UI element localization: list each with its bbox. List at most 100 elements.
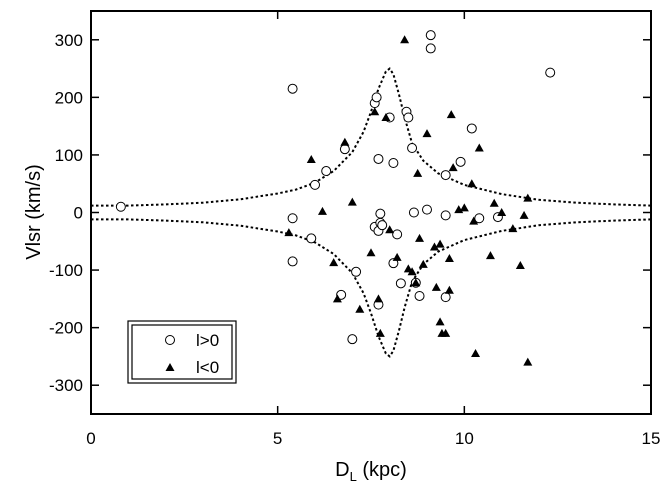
point-l-negative [347, 197, 357, 206]
point-l-negative [413, 168, 423, 177]
point-l-positive [414, 290, 425, 301]
point-l-negative [370, 107, 380, 116]
point-l-negative [435, 239, 445, 248]
data-points [115, 30, 556, 366]
point-l-positive [545, 67, 556, 78]
point-l-negative [373, 294, 383, 303]
legend-marker-circle [165, 335, 175, 345]
lower-envelope-curve [91, 218, 652, 358]
point-l-positive [425, 43, 436, 54]
point-l-negative [469, 216, 479, 225]
point-l-negative [489, 198, 499, 207]
point-l-negative [400, 35, 410, 44]
point-l-positive [455, 156, 466, 167]
point-l-positive [347, 334, 358, 345]
point-l-positive [287, 256, 298, 267]
point-l-negative [474, 143, 484, 152]
point-l-negative [381, 113, 391, 122]
point-l-negative [508, 224, 518, 233]
legend-frame-outer [127, 320, 237, 384]
point-l-positive [408, 207, 419, 218]
point-l-positive [339, 144, 350, 155]
x-axis-label-main: D [335, 459, 349, 481]
x-tick-label: 15 [642, 429, 661, 448]
point-l-negative [444, 285, 454, 294]
point-l-negative [418, 259, 428, 268]
point-l-negative [407, 267, 417, 276]
envelope-curves [91, 67, 652, 358]
point-l-positive [287, 213, 298, 224]
point-l-negative [444, 254, 454, 263]
plot-frame [90, 10, 652, 415]
point-l-positive [440, 170, 451, 181]
x-axis-label: DL (kpc) [335, 459, 407, 484]
y-tick-label: 300 [55, 31, 83, 50]
y-tick-label: -100 [49, 261, 83, 280]
point-l-negative [355, 304, 365, 313]
axis-ticks: 0 5 10 15 -300 -200 -100 0 100 200 300 [49, 11, 660, 448]
point-l-negative [448, 163, 458, 172]
point-l-positive [388, 258, 399, 269]
upper-envelope-curve [91, 67, 652, 207]
point-l-negative [329, 258, 339, 267]
point-l-negative [392, 252, 402, 261]
legend: l>0 l<0 [127, 320, 237, 384]
point-l-negative [446, 110, 456, 119]
point-l-negative [515, 260, 525, 269]
x-axis-label-unit: (kpc) [357, 459, 407, 481]
point-l-negative [435, 317, 445, 326]
legend-marker-triangle [165, 363, 175, 371]
point-l-positive [392, 229, 403, 240]
point-l-negative [485, 251, 495, 260]
point-l-positive [373, 153, 384, 164]
y-tick-label: 100 [55, 146, 83, 165]
point-l-negative [385, 225, 395, 234]
legend-label-l-negative: l<0 [196, 358, 219, 377]
y-tick-label: -300 [49, 376, 83, 395]
point-l-positive [321, 166, 332, 177]
point-l-positive [287, 83, 298, 94]
y-axis-label: Vlsr (km/s) [23, 164, 45, 260]
point-l-positive [422, 204, 432, 215]
point-l-positive [440, 292, 451, 303]
point-l-negative [411, 278, 421, 287]
point-l-negative [332, 294, 342, 303]
point-l-negative [375, 328, 385, 337]
point-l-negative [471, 349, 481, 358]
point-l-negative [519, 210, 529, 219]
point-l-positive [375, 208, 386, 219]
point-l-negative [284, 228, 294, 237]
x-tick-label: 0 [86, 429, 95, 448]
y-tick-label: -200 [49, 319, 83, 338]
point-l-positive [306, 233, 317, 244]
point-l-negative [523, 357, 533, 366]
point-l-negative [415, 233, 425, 242]
point-l-positive [388, 157, 399, 168]
point-l-positive [377, 220, 388, 231]
point-l-positive [407, 143, 418, 154]
point-l-negative [366, 248, 376, 257]
point-l-positive [351, 266, 362, 277]
point-l-positive [440, 210, 451, 221]
point-l-negative [431, 282, 441, 291]
x-tick-label: 10 [455, 429, 474, 448]
y-tick-label: 0 [74, 204, 83, 223]
point-l-negative [497, 208, 507, 216]
point-l-negative [306, 155, 316, 164]
x-tick-label: 5 [273, 429, 282, 448]
point-l-negative [429, 242, 439, 251]
point-l-positive [395, 278, 406, 289]
point-l-positive [474, 213, 485, 224]
point-l-negative [459, 203, 469, 212]
point-l-negative [422, 129, 432, 138]
point-l-positive [425, 30, 436, 41]
point-l-negative [467, 179, 477, 188]
x-axis-label-subscript: L [350, 469, 357, 484]
y-tick-label: 200 [55, 88, 83, 107]
point-l-positive [466, 123, 477, 134]
legend-frame-inner [131, 324, 233, 380]
legend-label-l-positive: l>0 [196, 331, 219, 350]
point-l-positive [115, 201, 126, 212]
point-l-positive [310, 179, 320, 190]
